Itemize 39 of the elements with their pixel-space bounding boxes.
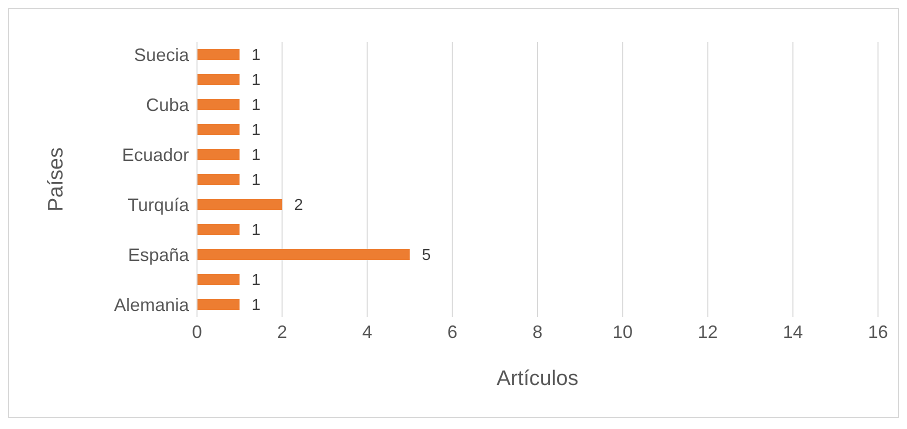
bar xyxy=(197,49,240,60)
x-tick-label: 6 xyxy=(447,322,458,342)
y-tick-label: España xyxy=(128,244,190,265)
y-tick-label: Cuba xyxy=(146,94,190,115)
y-tick-label: Alemania xyxy=(114,294,190,315)
x-tick-label: 8 xyxy=(532,322,543,342)
data-label: 1 xyxy=(252,272,261,290)
bar xyxy=(197,174,240,185)
x-axis-title: Artículos xyxy=(496,367,578,390)
data-label: 1 xyxy=(252,47,261,64)
data-label: 1 xyxy=(252,172,261,190)
y-tick-label: Suecia xyxy=(134,44,190,65)
bar xyxy=(197,299,240,310)
bar xyxy=(197,199,282,210)
x-tick-label: 14 xyxy=(782,322,803,342)
data-label: 1 xyxy=(252,147,261,164)
data-label: 1 xyxy=(252,72,261,90)
bar xyxy=(197,274,240,285)
bar xyxy=(197,149,240,160)
bar xyxy=(197,249,410,260)
bar xyxy=(197,99,240,110)
y-tick-label: Turquía xyxy=(128,194,190,215)
data-label: 2 xyxy=(294,197,304,214)
data-label: 1 xyxy=(252,97,261,114)
x-tick-label: 4 xyxy=(362,322,372,342)
x-tick-label: 16 xyxy=(868,322,888,342)
x-tick-label: 10 xyxy=(612,322,633,342)
bar xyxy=(197,224,240,235)
x-tick-label: 2 xyxy=(277,322,288,342)
x-tick-label: 0 xyxy=(192,322,202,342)
data-label: 5 xyxy=(422,247,431,264)
bar xyxy=(197,124,240,135)
data-label: 1 xyxy=(252,222,261,240)
data-label: 1 xyxy=(252,122,261,140)
y-axis-title: Países xyxy=(44,147,68,212)
bar xyxy=(197,74,240,85)
y-tick-label: Ecuador xyxy=(122,144,189,165)
x-tick-label: 12 xyxy=(698,322,718,342)
data-label: 1 xyxy=(252,297,261,314)
